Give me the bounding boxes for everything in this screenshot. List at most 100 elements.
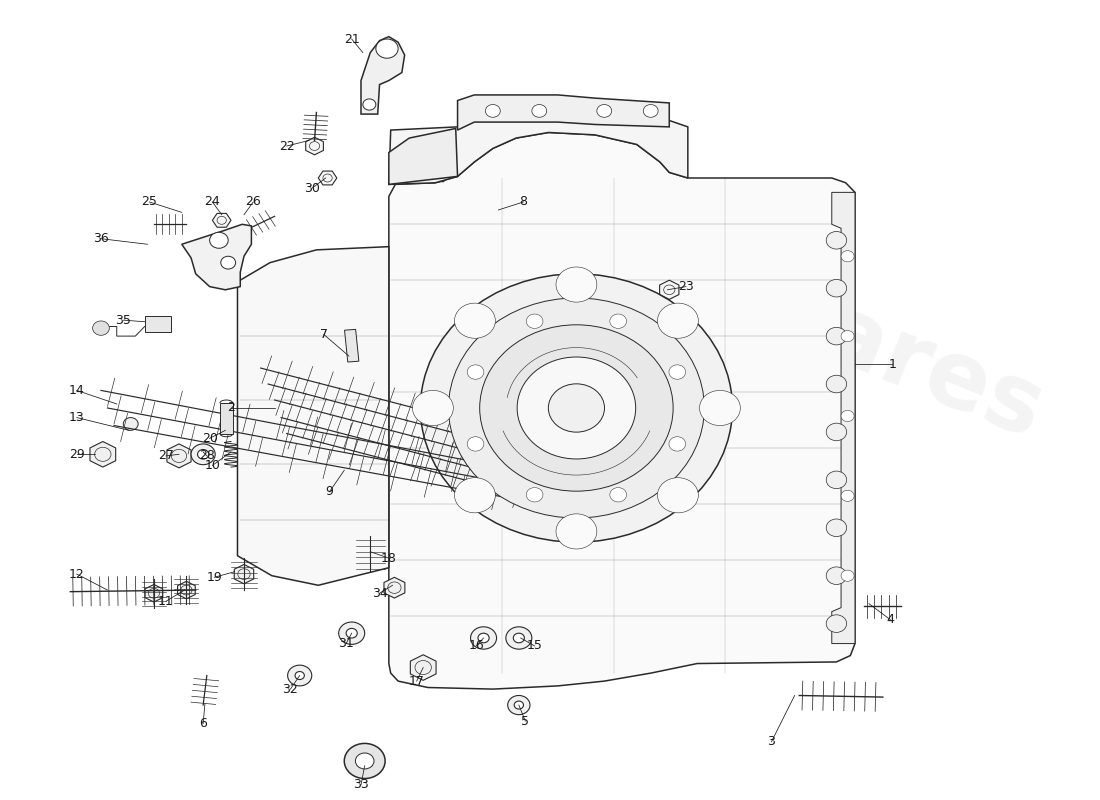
Text: 31: 31 — [339, 637, 354, 650]
Circle shape — [506, 627, 531, 649]
Circle shape — [526, 314, 543, 329]
Circle shape — [644, 105, 658, 118]
Circle shape — [191, 444, 216, 465]
Circle shape — [556, 267, 597, 302]
Polygon shape — [360, 542, 382, 564]
Polygon shape — [167, 444, 191, 468]
Circle shape — [826, 567, 847, 585]
Bar — [344, 330, 359, 362]
Circle shape — [609, 487, 627, 502]
Text: 1: 1 — [888, 358, 896, 370]
Polygon shape — [318, 171, 337, 185]
Text: 32: 32 — [283, 682, 298, 695]
Text: 13: 13 — [69, 411, 85, 424]
Circle shape — [454, 478, 495, 513]
Polygon shape — [238, 246, 388, 586]
Circle shape — [295, 671, 305, 679]
Text: 11: 11 — [158, 594, 174, 608]
Polygon shape — [430, 168, 449, 182]
Text: eurospares: eurospares — [468, 150, 1056, 458]
Text: 12: 12 — [69, 567, 85, 581]
Circle shape — [412, 390, 453, 426]
Text: 35: 35 — [116, 314, 131, 326]
Text: 7: 7 — [320, 328, 328, 341]
Bar — [220, 403, 233, 434]
Text: 30: 30 — [304, 182, 320, 195]
Circle shape — [531, 105, 547, 118]
Text: a passion since 1985: a passion since 1985 — [547, 356, 828, 492]
Polygon shape — [177, 582, 196, 599]
Circle shape — [454, 303, 495, 338]
Text: 5: 5 — [521, 714, 529, 727]
Text: 15: 15 — [527, 639, 542, 653]
Text: 28: 28 — [199, 450, 214, 462]
Circle shape — [123, 418, 139, 430]
Circle shape — [700, 390, 740, 426]
Circle shape — [658, 478, 698, 513]
Circle shape — [198, 450, 209, 459]
Circle shape — [514, 701, 524, 709]
Polygon shape — [145, 585, 163, 602]
Polygon shape — [212, 214, 231, 227]
Text: 18: 18 — [381, 552, 397, 565]
Text: 17: 17 — [409, 674, 425, 688]
Polygon shape — [234, 565, 254, 584]
Circle shape — [355, 753, 374, 769]
Circle shape — [826, 327, 847, 345]
Polygon shape — [182, 224, 252, 290]
Text: 10: 10 — [205, 459, 220, 472]
Circle shape — [548, 384, 605, 432]
Circle shape — [485, 105, 501, 118]
Circle shape — [526, 487, 543, 502]
Circle shape — [826, 471, 847, 489]
Text: 20: 20 — [201, 432, 218, 445]
Circle shape — [556, 514, 597, 549]
Circle shape — [842, 570, 854, 582]
Polygon shape — [410, 654, 436, 680]
Text: 8: 8 — [519, 195, 528, 209]
Circle shape — [517, 357, 636, 459]
Circle shape — [669, 365, 685, 379]
Text: 6: 6 — [199, 717, 207, 730]
Circle shape — [842, 250, 854, 262]
Circle shape — [508, 695, 530, 714]
Polygon shape — [832, 192, 855, 643]
Polygon shape — [660, 280, 679, 299]
Circle shape — [609, 314, 627, 329]
Text: 9: 9 — [326, 486, 333, 498]
Circle shape — [478, 633, 490, 642]
Circle shape — [287, 665, 311, 686]
Polygon shape — [90, 442, 116, 467]
Text: 26: 26 — [245, 195, 261, 209]
Text: 25: 25 — [141, 195, 157, 209]
Text: 21: 21 — [344, 33, 360, 46]
Circle shape — [376, 39, 398, 58]
Circle shape — [826, 231, 847, 249]
Text: 16: 16 — [469, 639, 484, 653]
Polygon shape — [458, 95, 669, 130]
Text: 4: 4 — [887, 613, 894, 626]
Text: 19: 19 — [207, 570, 222, 584]
Circle shape — [363, 99, 376, 110]
Polygon shape — [384, 578, 405, 598]
Circle shape — [826, 423, 847, 441]
Polygon shape — [306, 138, 323, 155]
Polygon shape — [388, 121, 688, 184]
Circle shape — [842, 330, 854, 342]
Circle shape — [92, 321, 109, 335]
Text: 23: 23 — [678, 280, 694, 293]
Circle shape — [339, 622, 365, 644]
Text: 33: 33 — [353, 778, 369, 791]
Text: 22: 22 — [278, 139, 295, 153]
Text: 36: 36 — [94, 232, 109, 245]
Circle shape — [597, 105, 612, 118]
Text: 2: 2 — [227, 402, 235, 414]
Circle shape — [842, 410, 854, 422]
Circle shape — [420, 274, 733, 542]
Text: 24: 24 — [205, 195, 220, 209]
Circle shape — [210, 232, 228, 248]
Circle shape — [221, 256, 235, 269]
Polygon shape — [361, 37, 405, 114]
Circle shape — [468, 365, 484, 379]
Bar — [144, 316, 170, 332]
